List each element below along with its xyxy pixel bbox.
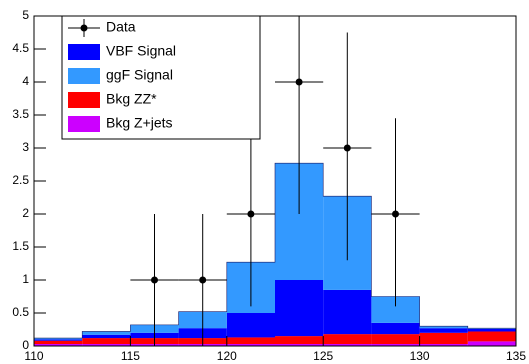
x-tick-label: 120	[217, 349, 237, 363]
y-tick-label: 2	[22, 206, 29, 220]
hist-bar	[419, 332, 468, 345]
legend-swatch	[68, 44, 100, 60]
legend-swatch	[68, 68, 100, 84]
hist-bar	[34, 340, 83, 345]
data-point	[199, 276, 207, 284]
y-tick-label: 0	[22, 338, 29, 352]
hist-bar	[467, 331, 516, 342]
hist-bar	[323, 289, 372, 335]
hist-bar	[82, 344, 131, 346]
y-tick-label: 5	[22, 8, 29, 22]
hist-bar	[419, 344, 468, 346]
hist-bar	[82, 338, 131, 345]
y-tick-label: 3.5	[12, 107, 29, 121]
hist-bar	[323, 334, 372, 345]
hist-bar	[371, 344, 420, 346]
hist-bar	[34, 344, 83, 346]
legend-swatch	[68, 92, 100, 108]
hist-bar	[275, 280, 324, 337]
y-tick-label: 3	[22, 140, 29, 154]
legend-label: VBF Signal	[106, 43, 176, 59]
hist-bar	[419, 326, 468, 329]
hist-bar	[371, 334, 420, 345]
legend-marker	[80, 24, 88, 32]
y-tick-label: 0.5	[12, 305, 29, 319]
y-tick-label: 1.5	[12, 239, 29, 253]
x-tick-label: 135	[506, 349, 526, 363]
hist-bar	[419, 328, 468, 333]
plot-area	[34, 16, 516, 346]
legend-swatch	[68, 116, 100, 132]
hist-bar	[34, 339, 83, 341]
hist-bar	[467, 328, 516, 332]
total-outline	[34, 162, 516, 339]
y-tick-label: 2.5	[12, 173, 29, 187]
hist-bar	[323, 344, 372, 346]
legend-label: ggF Signal	[106, 67, 173, 83]
hist-bar	[82, 331, 131, 335]
x-tick-label: 110	[24, 349, 43, 363]
x-tick-label: 130	[410, 349, 430, 363]
y-tick-label: 4.5	[12, 41, 29, 55]
data-point	[247, 210, 255, 218]
data-point	[343, 144, 351, 152]
legend-label: Data	[106, 19, 136, 35]
hist-bar	[226, 313, 275, 338]
hist-bar	[226, 337, 275, 345]
axes: 0 0.5 1 1.5 2 2.5 3 3.5 4 4.5 5 110 115 120 125 130 135	[12, 8, 526, 363]
hist-bar	[275, 336, 324, 345]
data-point	[295, 78, 303, 86]
hist-bar	[467, 341, 516, 346]
legend-label: Bkg ZZ*	[106, 91, 157, 107]
x-tick-label: 115	[121, 349, 140, 363]
data-point	[392, 210, 399, 218]
y-tick-label: 1	[22, 272, 29, 286]
hist-bar	[467, 328, 516, 329]
hist-bar	[275, 344, 324, 346]
hist-bar	[371, 322, 420, 335]
data-point	[151, 276, 158, 284]
hist-bar	[34, 338, 83, 340]
legend-label: Bkg Z+jets	[106, 115, 173, 131]
hist-bar	[226, 344, 275, 346]
legend: Data VBF Signal ggF Signal Bkg ZZ* Bkg Z+jet…	[61, 15, 261, 140]
x-tick-label: 125	[313, 349, 333, 363]
y-tick-label: 4	[22, 74, 29, 88]
hist-bar	[82, 334, 131, 339]
